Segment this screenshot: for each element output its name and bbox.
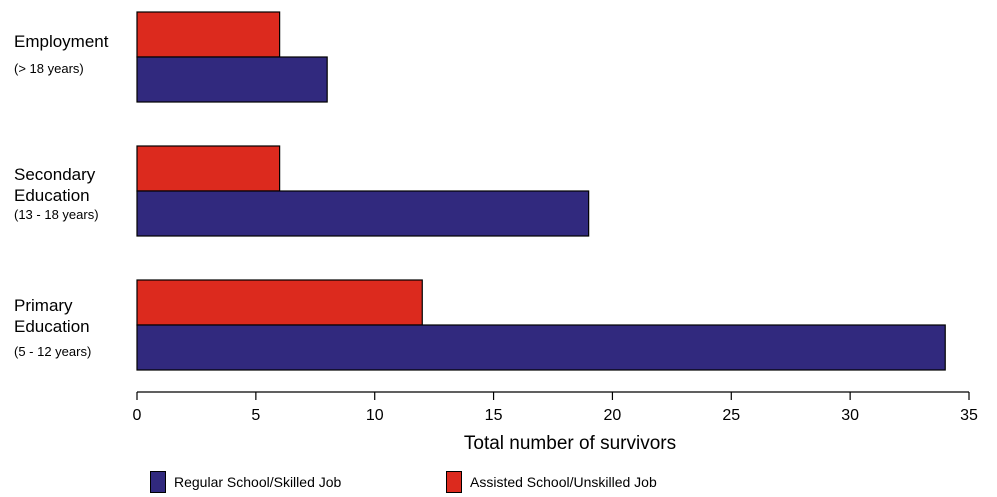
legend-swatch-assisted — [446, 471, 462, 493]
legend-item-assisted: Assisted School/Unskilled Job — [446, 469, 657, 495]
category-age-range-primary-education: (5 - 12 years) — [14, 344, 92, 359]
bar-assisted-primary-education — [136, 279, 423, 326]
bar-assisted-secondary-education — [136, 145, 281, 192]
legend-swatch-regular — [150, 471, 166, 493]
x-tick-label-5: 5 — [251, 407, 260, 424]
category-label-primary-education: Primary Education — [14, 296, 90, 336]
category-label-secondary-education: Secondary Education — [14, 165, 96, 205]
x-tick-label-30: 30 — [841, 407, 859, 424]
bar-regular-secondary-education — [136, 190, 590, 237]
bar-assisted-employment — [136, 11, 281, 58]
legend-label-assisted: Assisted School/Unskilled Job — [470, 474, 657, 490]
x-tick-label-20: 20 — [604, 407, 622, 424]
legend-item-regular: Regular School/Skilled Job — [150, 469, 341, 495]
x-tick-label-10: 10 — [366, 407, 384, 424]
bar-regular-employment — [136, 56, 328, 103]
category-age-range-secondary-education: (13 - 18 years) — [14, 207, 99, 222]
x-tick-label-0: 0 — [133, 407, 142, 424]
legend-label-regular: Regular School/Skilled Job — [174, 474, 342, 490]
category-label-employment: Employment — [14, 32, 109, 51]
x-tick-label-25: 25 — [722, 407, 740, 424]
x-axis-ticks: 0 5 10 15 20 25 30 35 — [133, 392, 978, 424]
x-tick-label-35: 35 — [960, 407, 978, 424]
category-age-range-employment: (> 18 years) — [14, 61, 84, 76]
x-axis-label: Total number of survivors — [464, 433, 676, 454]
bar-regular-primary-education — [136, 324, 946, 371]
x-tick-label-15: 15 — [485, 407, 503, 424]
bars-group — [136, 11, 946, 371]
